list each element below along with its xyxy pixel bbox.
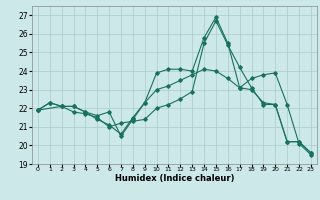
X-axis label: Humidex (Indice chaleur): Humidex (Indice chaleur) — [115, 174, 234, 183]
